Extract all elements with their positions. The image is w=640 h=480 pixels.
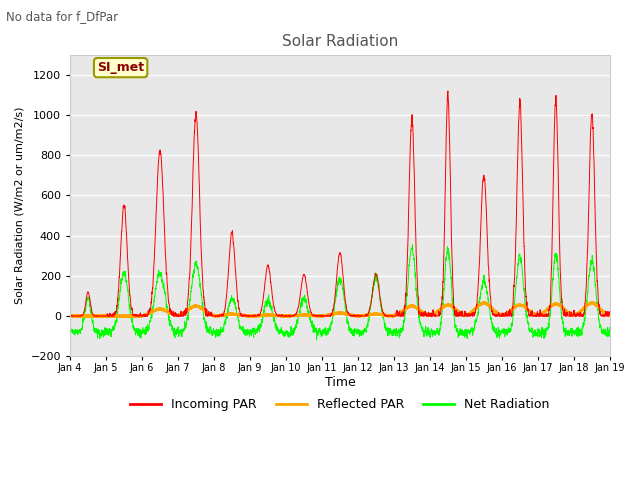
Legend: Incoming PAR, Reflected PAR, Net Radiation: Incoming PAR, Reflected PAR, Net Radiati… [125,394,555,417]
Y-axis label: Solar Radiation (W/m2 or um/m2/s): Solar Radiation (W/m2 or um/m2/s) [15,107,25,304]
Text: No data for f_DfPar: No data for f_DfPar [6,10,118,23]
Text: SI_met: SI_met [97,61,144,74]
Title: Solar Radiation: Solar Radiation [282,34,398,49]
X-axis label: Time: Time [324,376,355,389]
